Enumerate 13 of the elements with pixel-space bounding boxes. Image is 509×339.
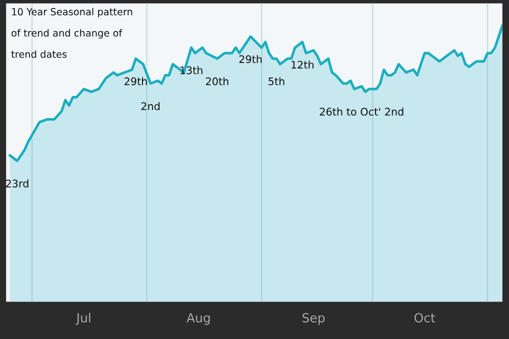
x-tick-label: Aug	[186, 313, 210, 325]
annotation: 5th	[268, 77, 284, 86]
annotation: 26th to Oct' 2nd	[320, 108, 404, 116]
x-tick-label: Jul	[76, 312, 90, 325]
annotation: 12th	[292, 60, 314, 69]
annotation: 23rd	[6, 179, 28, 188]
annotation: 2nd	[141, 102, 160, 110]
annotation: 29th	[124, 77, 147, 86]
annotation: 20th	[206, 77, 228, 86]
x-tick-label: Sep	[302, 313, 325, 325]
chart-title: 10 Year Seasonal pattern of trend and change of trend dates	[11, 8, 132, 58]
x-tick-label: Oct	[414, 313, 436, 322]
annotation: 29th	[239, 55, 262, 64]
